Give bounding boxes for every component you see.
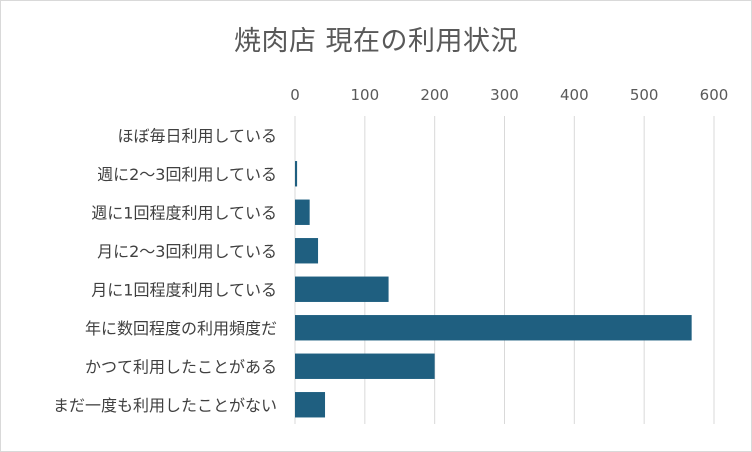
category-label: 月に2～3回利用している: [97, 242, 277, 261]
category-label: 週に2～3回利用している: [97, 165, 277, 184]
x-tick-label: 200: [420, 86, 449, 104]
category-label: 年に数回程度の利用頻度だ: [85, 319, 277, 338]
x-tick-label: 400: [560, 86, 589, 104]
category-label: 月に1回程度利用している: [91, 280, 277, 299]
x-tick-label: 500: [630, 86, 659, 104]
category-label: 週に1回程度利用している: [91, 203, 277, 222]
category-labels: ほぼ毎日利用している週に2～3回利用している週に1回程度利用している月に2～3回…: [53, 126, 277, 415]
bar-6: [295, 353, 435, 379]
x-tick-label: 600: [700, 86, 729, 104]
x-tick-label: 100: [351, 86, 380, 104]
bar-3: [295, 238, 319, 264]
chart-title: 焼肉店 現在の利用状況: [233, 26, 519, 57]
bar-2: [295, 199, 310, 225]
x-tick-label: 0: [290, 86, 300, 104]
category-label: かつて利用したことがある: [85, 357, 277, 376]
x-tick-label: 300: [490, 86, 519, 104]
bars: [295, 161, 692, 418]
bar-1: [295, 161, 298, 187]
category-label: まだ一度も利用したことがない: [53, 396, 277, 415]
bar-4: [295, 276, 389, 302]
bar-5: [295, 315, 692, 341]
x-axis-ticks: 0 100 200 300 400 500 600: [290, 86, 728, 104]
category-label: ほぼ毎日利用している: [117, 126, 277, 145]
bar-7: [295, 392, 326, 418]
